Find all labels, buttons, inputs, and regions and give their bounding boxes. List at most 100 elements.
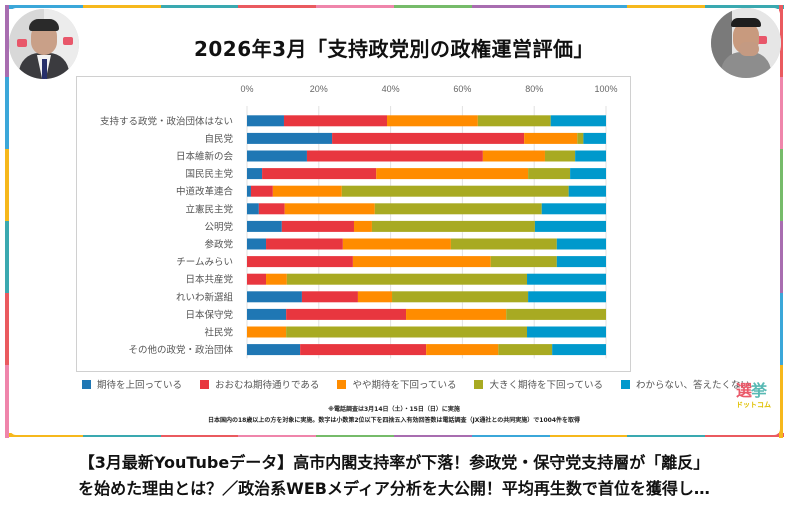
bar-segment bbox=[482, 150, 545, 162]
bar-segment bbox=[450, 238, 557, 250]
bar-segment bbox=[376, 168, 529, 180]
video-title-line-1[interactable]: 【3月最新YouTubeデータ】高市内閣支持率が下落！参政党・保守党支持層が「離… bbox=[78, 453, 710, 472]
bar-segment bbox=[528, 291, 606, 303]
bar-segment bbox=[528, 168, 571, 180]
y-category-label: 日本維新の会 bbox=[176, 151, 234, 163]
x-tick-label: 80% bbox=[525, 84, 543, 94]
y-category-label: 立憲民主党 bbox=[185, 203, 233, 215]
bar-segment bbox=[247, 308, 287, 320]
bar-segment bbox=[247, 326, 287, 338]
frame-segment bbox=[779, 365, 783, 438]
bar-segment bbox=[247, 273, 267, 285]
bar-segment bbox=[247, 256, 353, 268]
bar-segment bbox=[284, 203, 375, 215]
frame-segment bbox=[5, 77, 9, 150]
brand-char-1: 選 bbox=[736, 381, 752, 400]
y-category-label: 参政党 bbox=[204, 239, 233, 251]
bar-segment bbox=[577, 132, 584, 144]
bar-segment bbox=[332, 132, 525, 144]
y-category-label: 中道改革連合 bbox=[176, 186, 234, 198]
bar-segment bbox=[426, 344, 499, 356]
frame-segment bbox=[471, 433, 551, 437]
survey-note: ※電話調査は3月14日（土）・15日（日）に実施 bbox=[328, 406, 460, 413]
legend-swatch bbox=[82, 380, 91, 389]
bar-segment bbox=[374, 203, 542, 215]
host-avatar-left bbox=[9, 9, 79, 79]
legend-swatch bbox=[337, 380, 347, 389]
y-category-label: 国民民主党 bbox=[185, 168, 233, 180]
bar-segment bbox=[258, 203, 285, 215]
frame-segment bbox=[5, 365, 9, 438]
x-tick-label: 60% bbox=[453, 84, 471, 94]
bar-segment bbox=[527, 273, 606, 285]
legend-label: 期待を上回っている bbox=[97, 380, 183, 391]
thumbnail[interactable]: 2026年3月「支持政党別の政権運営評価」 0% 20% 40% 60% 80% 100%… bbox=[0, 0, 788, 442]
bar-segment bbox=[556, 238, 606, 250]
bar-segment bbox=[342, 238, 451, 250]
bar-segment bbox=[392, 291, 529, 303]
frame-segment bbox=[779, 5, 783, 78]
brand-subtitle: ドットコム bbox=[736, 401, 771, 409]
x-tick-label: 20% bbox=[310, 84, 328, 94]
bar-segment bbox=[353, 220, 372, 232]
y-category-label: 支持する政党・政治団体はない bbox=[100, 115, 233, 127]
bar-segment bbox=[247, 115, 284, 127]
y-category-label: 自民党 bbox=[204, 133, 233, 145]
video-title-line-2[interactable]: を始めた理由とは？／政治系WEBメディア分析を大公開！平均再生数で首位を獲得し… bbox=[78, 479, 710, 498]
bar-segment bbox=[300, 344, 427, 356]
bar-segment bbox=[552, 344, 606, 356]
frame-segment bbox=[5, 293, 9, 366]
frame-segment bbox=[394, 433, 473, 437]
host-avatar-right bbox=[711, 8, 781, 78]
bar-segment bbox=[524, 132, 578, 144]
bar-segment bbox=[247, 344, 301, 356]
frame-segment bbox=[160, 433, 240, 437]
bar-segment bbox=[541, 203, 606, 215]
legend-item: やや期待を下回っている bbox=[337, 377, 456, 391]
bar-segment bbox=[544, 150, 576, 162]
frame-segment bbox=[5, 221, 9, 294]
frame-segment bbox=[316, 5, 395, 9]
bar-segment bbox=[387, 115, 478, 127]
bar-segment bbox=[266, 273, 287, 285]
frame-segment bbox=[549, 5, 629, 9]
bar-segment bbox=[498, 344, 553, 356]
frame-segment bbox=[82, 5, 162, 9]
frame-segment bbox=[82, 433, 162, 437]
survey-method-note: 日本国内の18歳以上の方を対象に実施。数字は小数第2位以下を四捨五入有効回答数は… bbox=[207, 417, 581, 424]
frame-segment bbox=[627, 433, 707, 437]
frame-segment bbox=[238, 433, 318, 437]
x-tick-label: 40% bbox=[382, 84, 400, 94]
frame-segment bbox=[779, 293, 783, 366]
bar-segment bbox=[247, 185, 251, 197]
frame-segment bbox=[5, 433, 84, 437]
frame-segment bbox=[238, 5, 318, 9]
bar-segment bbox=[286, 326, 528, 338]
legend-item: 大きく期待を下回っている bbox=[474, 377, 603, 391]
legend-label: 大きく期待を下回っている bbox=[489, 380, 603, 391]
bar-segment bbox=[262, 168, 377, 180]
bar-segment bbox=[583, 132, 606, 144]
y-category-label: れいわ新選組 bbox=[176, 291, 234, 303]
bar-segment bbox=[286, 273, 528, 285]
bar-segment bbox=[283, 115, 388, 127]
stacked-bar-chart: 0% 20% 40% 60% 80% 100% 支持する政党・政治団体はない自民党日本維新の… bbox=[100, 84, 618, 359]
y-category-label: 社民党 bbox=[204, 327, 233, 339]
chart-title: 2026年3月「支持政党別の政権運営評価」 bbox=[193, 37, 595, 61]
bar-segment bbox=[247, 291, 302, 303]
bar-segment bbox=[301, 291, 358, 303]
frame-segment bbox=[779, 77, 783, 150]
frame-segment bbox=[394, 5, 473, 9]
brand-char-2: 挙 bbox=[751, 381, 767, 400]
x-tick-label: 100% bbox=[594, 84, 617, 94]
bar-segment bbox=[506, 308, 606, 320]
x-tick-label: 0% bbox=[240, 84, 253, 94]
bar-segment bbox=[477, 115, 551, 127]
bar-segment bbox=[250, 185, 273, 197]
bar-segment bbox=[406, 308, 507, 320]
bar-segment bbox=[371, 220, 535, 232]
bar-segment bbox=[556, 256, 606, 268]
frame-segment bbox=[627, 5, 707, 9]
video-title[interactable]: 【3月最新YouTubeデータ】高市内閣支持率が下落！参政党・保守党支持層が「離… bbox=[0, 450, 788, 502]
bar-segment bbox=[527, 326, 606, 338]
